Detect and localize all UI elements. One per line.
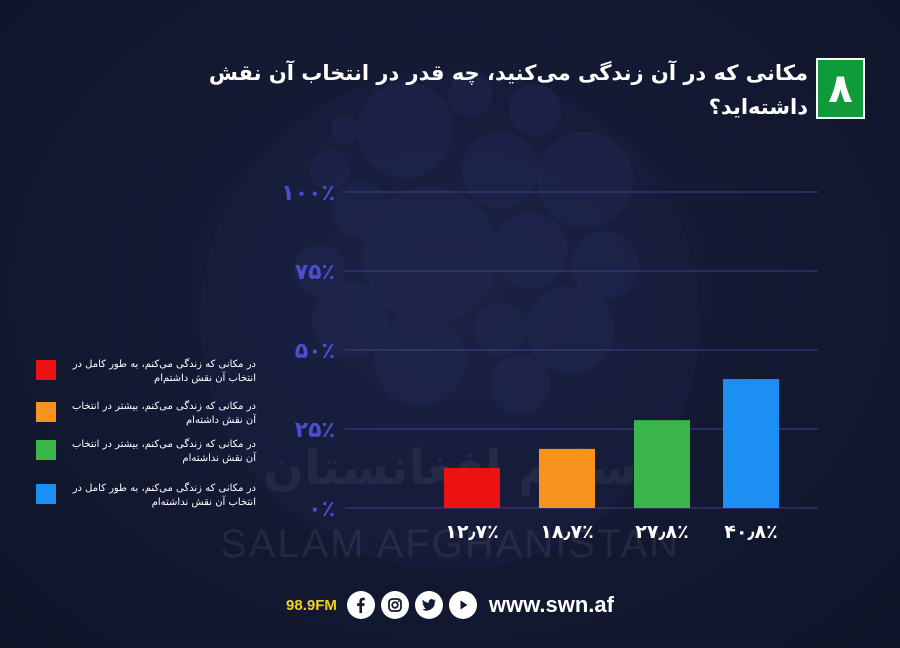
y-tick-label: ۱۰۰٪	[281, 181, 335, 206]
legend-swatch	[36, 440, 56, 460]
instagram-icon[interactable]	[380, 591, 409, 619]
question-number-badge: ۸	[816, 58, 865, 119]
bar	[444, 467, 500, 508]
bar	[723, 379, 779, 508]
bar	[634, 420, 690, 508]
y-tick-label: ۰٪	[308, 497, 335, 522]
radio-frequency: 98.9FM	[286, 596, 337, 614]
legend-label: در مکانی که زندگی می‌کنم، بیشتر در انتخا…	[71, 439, 256, 464]
y-tick-label: ۵۰٪	[295, 339, 335, 364]
x-tick-label: ۱۲٫۷٪	[445, 521, 499, 543]
y-tick-label: ۲۵٪	[295, 418, 335, 443]
legend-item: در مکانی که زندگی می‌کنم، بیشتر در انتخا…	[36, 438, 256, 478]
bar	[539, 448, 595, 508]
legend-swatch	[36, 360, 56, 380]
legend-swatch	[36, 402, 56, 422]
x-tick-label: ۲۷٫۸٪	[635, 521, 689, 543]
watermark-english: SALAM AFGHANISTAN	[220, 522, 681, 566]
facebook-icon[interactable]	[346, 591, 375, 619]
youtube-icon[interactable]	[448, 591, 477, 619]
legend-item: در مکانی که زندگی می‌کنم، بیشتر در انتخا…	[36, 400, 256, 440]
footer: 98.9FM www.swn.af	[0, 588, 900, 622]
x-tick-label: ۴۰٫۸٪	[724, 521, 778, 543]
website-url[interactable]: www.swn.af	[488, 592, 614, 617]
legend-swatch	[36, 484, 56, 504]
legend-item: در مکانی که زندگی می‌کنم، به طور کامل در…	[36, 482, 256, 522]
legend-item: در مکانی که زندگی می‌کنم، به طور کامل در…	[36, 358, 256, 398]
twitter-icon[interactable]	[414, 591, 443, 619]
legend-label: در مکانی که زندگی می‌کنم، بیشتر در انتخا…	[71, 401, 256, 426]
y-tick-label: ۷۵٪	[295, 260, 335, 285]
chart-title: مکانی که در آن زندگی می‌کنید، چه قدر در …	[208, 61, 808, 119]
legend-label: در مکانی که زندگی می‌کنم، به طور کامل در…	[72, 359, 256, 384]
legend-label: در مکانی که زندگی می‌کنم، به طور کامل در…	[72, 483, 256, 508]
x-tick-label: ۱۸٫۷٪	[540, 521, 594, 543]
